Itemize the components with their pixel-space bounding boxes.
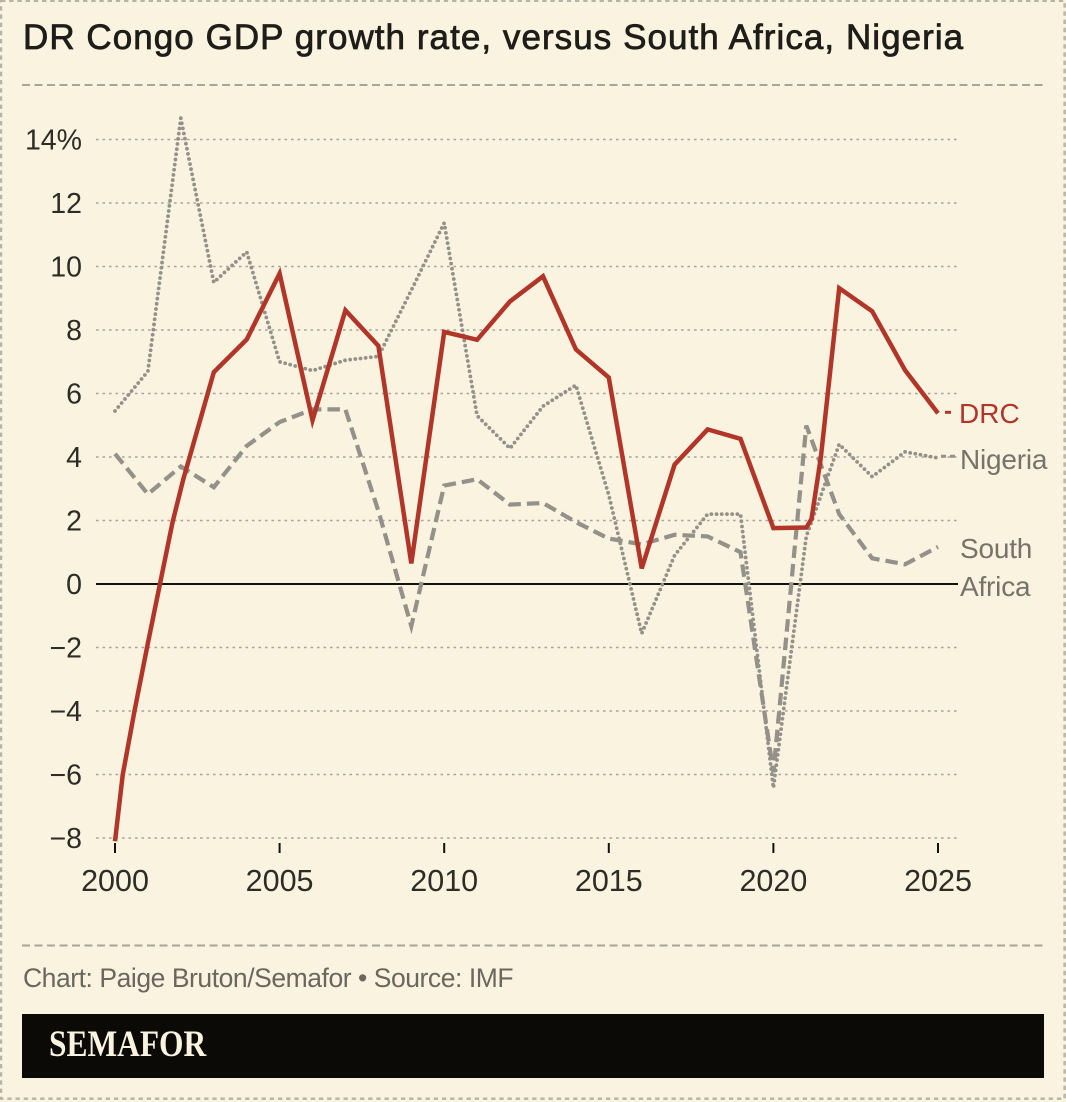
svg-text:6: 6 [66,379,82,411]
svg-text:−2: −2 [50,633,83,665]
svg-text:SEMAFOR: SEMAFOR [49,1024,207,1065]
svg-text:2: 2 [66,506,82,538]
svg-text:2005: 2005 [246,864,314,898]
svg-text:South: South [960,533,1032,564]
svg-text:2010: 2010 [410,864,478,898]
svg-text:−4: −4 [50,696,83,728]
svg-text:12: 12 [50,188,82,220]
svg-text:4: 4 [66,442,82,474]
svg-text:DRC: DRC [959,398,1020,429]
svg-text:0: 0 [66,569,82,601]
svg-text:10: 10 [50,252,82,284]
svg-text:2020: 2020 [739,864,807,898]
svg-text:14%: 14% [25,125,82,157]
svg-text:2015: 2015 [575,864,643,898]
svg-text:Nigeria: Nigeria [960,444,1048,475]
svg-text:2000: 2000 [81,864,149,898]
svg-text:−8: −8 [50,823,83,855]
svg-text:2025: 2025 [904,864,972,898]
svg-text:8: 8 [66,315,82,347]
svg-text:DR Congo GDP growth rate, vers: DR Congo GDP growth rate, versus South A… [23,18,964,57]
svg-text:Chart: Paige Bruton/Semafor •: Chart: Paige Bruton/Semafor • Source: IM… [23,963,513,993]
svg-text:−6: −6 [50,760,83,792]
svg-text:Africa: Africa [960,571,1031,602]
